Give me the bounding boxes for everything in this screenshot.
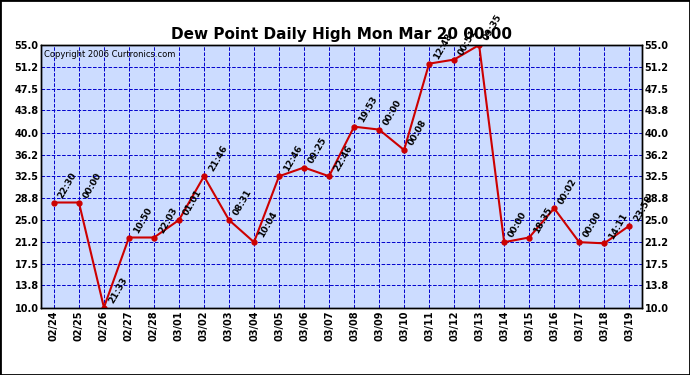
Text: 22:46: 22:46 [332,144,354,174]
Text: 01:01: 01:01 [181,188,204,217]
Text: 10:50: 10:50 [132,206,154,235]
Text: 19:53: 19:53 [357,94,379,124]
Text: 09:35: 09:35 [482,13,504,42]
Text: Copyright 2006 Curtronics.com: Copyright 2006 Curtronics.com [44,50,176,59]
Text: 00:02: 00:02 [557,177,579,206]
Text: 18:35: 18:35 [532,206,554,235]
Title: Dew Point Daily High Mon Mar 20 00:00: Dew Point Daily High Mon Mar 20 00:00 [171,27,512,42]
Text: 22:30: 22:30 [57,171,79,200]
Text: 00:00: 00:00 [582,210,604,239]
Text: 00:00: 00:00 [81,171,104,200]
Text: 12:46: 12:46 [282,144,304,174]
Text: 00:51: 00:51 [457,28,479,57]
Text: 23:58: 23:58 [632,194,654,223]
Text: 00:00: 00:00 [507,210,529,239]
Text: 14:11: 14:11 [607,211,629,240]
Text: 22:03: 22:03 [157,206,179,235]
Text: 12:48: 12:48 [432,32,454,61]
Text: 08:31: 08:31 [232,188,254,217]
Text: 09:25: 09:25 [307,135,329,165]
Text: 00:00: 00:00 [382,98,404,127]
Text: 21:33: 21:33 [107,275,129,305]
Text: 21:46: 21:46 [207,144,229,174]
Text: 10:04: 10:04 [257,210,279,239]
Text: 00:08: 00:08 [407,118,428,147]
